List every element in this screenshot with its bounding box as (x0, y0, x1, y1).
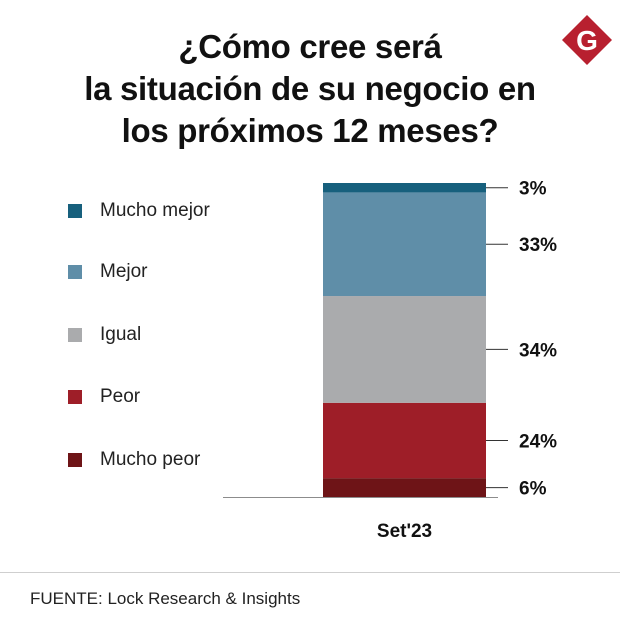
bar-segment-mucho-peor (323, 478, 486, 497)
legend-item-peor: Peor (68, 386, 140, 408)
legend-swatch-mucho-mejor (68, 204, 82, 218)
bar-segment-peor (323, 402, 486, 479)
data-label-peor: 24% (519, 431, 557, 452)
source-note: FUENTE: Lock Research & Insights (30, 589, 301, 608)
legend-item-mucho-mejor: Mucho mejor (68, 200, 210, 222)
legend-label-peor: Peor (100, 386, 141, 407)
bar-segment-igual (323, 296, 486, 403)
title-line-2: la situación de su negocio en (84, 70, 536, 107)
legend-swatch-peor (68, 390, 82, 404)
category-label: Set'23 (377, 521, 432, 542)
legend-label-mucho-mejor: Mucho mejor (100, 200, 210, 221)
legend-item-mejor: Mejor (68, 261, 148, 283)
legend-swatch-mejor (68, 265, 82, 279)
bar-segment-mucho-mejor (323, 183, 486, 193)
legend-label-igual: Igual (100, 324, 142, 345)
data-label-mejor: 33% (519, 235, 557, 256)
g-logo-icon: G (562, 15, 612, 65)
data-label-mucho-peor: 6% (519, 479, 547, 500)
chart-title: ¿Cómo cree será la situación de su negoc… (40, 26, 580, 152)
legend-swatch-igual (68, 328, 82, 342)
logo-letter: G (576, 25, 598, 56)
legend-label-mucho-peor: Mucho peor (100, 449, 201, 470)
data-label-mucho-mejor: 3% (519, 179, 547, 200)
legend-label-mejor: Mejor (100, 261, 148, 282)
legend-item-igual: Igual (68, 324, 141, 346)
legend-swatch-mucho-peor (68, 453, 82, 467)
title-line-1: ¿Cómo cree será (178, 28, 442, 65)
title-line-3: los próximos 12 meses? (121, 112, 499, 149)
legend-item-mucho-peor: Mucho peor (68, 449, 200, 471)
bar-segment-mejor (323, 192, 486, 297)
footer-divider (0, 572, 620, 573)
logo-diamond (562, 15, 612, 65)
stacked-bar-chart: 6% 24% 34% 33% 3% Set'23 (223, 179, 557, 542)
data-label-igual: 34% (519, 340, 557, 361)
